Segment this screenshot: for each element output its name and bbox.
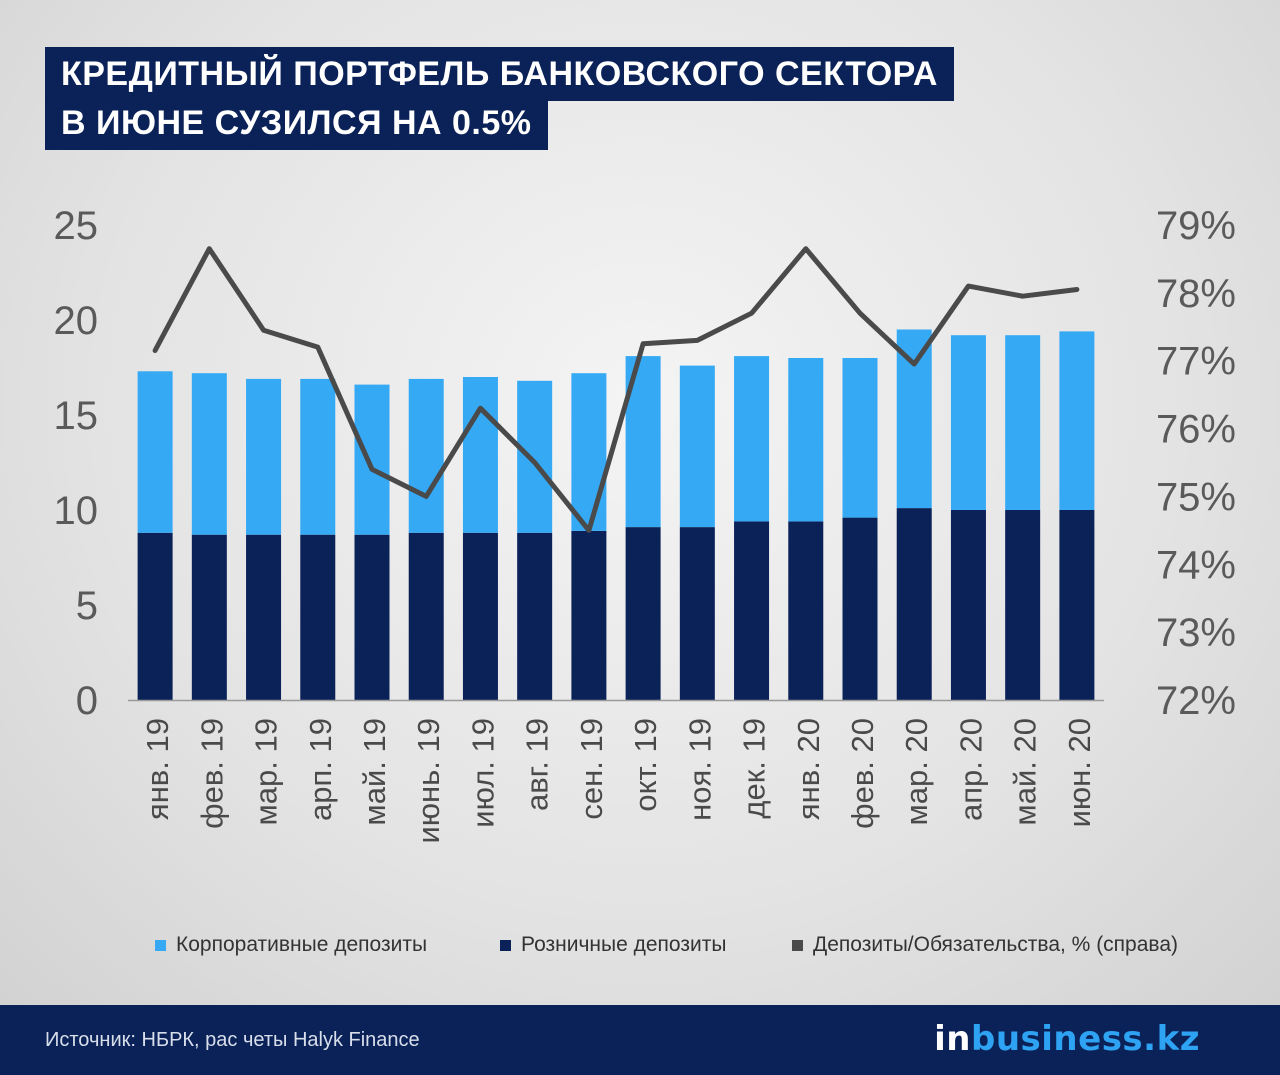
bar-corporate bbox=[300, 378, 336, 535]
chart: 0 5 10 15 20 25 72% 73% 74% 75% 76% 77% 78% 79% янв. 1… bbox=[54, 204, 1237, 844]
bar-retail bbox=[679, 527, 715, 700]
bar-retail bbox=[408, 532, 444, 700]
bar-corporate bbox=[354, 384, 390, 535]
legend-item-retail: Розничные депозиты bbox=[500, 933, 726, 957]
bar-corporate bbox=[246, 378, 282, 535]
bar-retail bbox=[950, 510, 986, 700]
x-tick-label: окт. 19 bbox=[628, 718, 663, 812]
legend-label-ratio: Депозиты/Обязательства, % (справа) bbox=[813, 933, 1179, 956]
bar-corporate bbox=[571, 373, 607, 531]
line-deposits-ratio bbox=[152, 246, 1080, 533]
legend-item-ratio: Депозиты/Обязательства, % (справа) bbox=[792, 933, 1178, 957]
y-left-tick-label: 0 bbox=[76, 679, 98, 723]
legend-label-retail: Розничные депозиты bbox=[521, 933, 727, 956]
x-tick-label: сен. 19 bbox=[574, 718, 609, 820]
bar-retail bbox=[896, 508, 932, 700]
y-right-tick-label: 74% bbox=[1156, 543, 1236, 587]
x-tick-label: дек. 19 bbox=[737, 718, 772, 819]
bar-retail bbox=[517, 532, 553, 700]
bar-corporate bbox=[517, 380, 553, 533]
y-left-tick-label: 25 bbox=[54, 204, 99, 248]
title-line-1: КРЕДИТНЫЙ ПОРТФЕЛЬ БАНКОВСКОГО СЕКТОРА bbox=[45, 47, 954, 101]
y-left-tick-label: 20 bbox=[54, 299, 99, 343]
x-tick-label: авг. 19 bbox=[520, 718, 555, 811]
legend: Корпоративные депозиты Розничные депозит… bbox=[0, 933, 1280, 963]
y-left-tick-label: 10 bbox=[54, 489, 99, 533]
bar-corporate bbox=[734, 356, 770, 522]
logo-in: in bbox=[934, 1019, 971, 1059]
bar-retail bbox=[571, 530, 607, 700]
legend-swatch-ratio bbox=[792, 939, 803, 951]
bar-retail bbox=[191, 534, 227, 700]
x-tick-label: янв. 19 bbox=[140, 718, 175, 820]
bar-corporate bbox=[137, 371, 173, 533]
legend-swatch-corporate bbox=[155, 939, 166, 951]
bar-corporate bbox=[191, 373, 227, 535]
bar-corporate bbox=[788, 358, 824, 522]
y-right-tick-label: 73% bbox=[1156, 611, 1236, 655]
x-tick-label: июл. 19 bbox=[465, 718, 500, 828]
logo[interactable]: inbusiness.kz bbox=[934, 1019, 1200, 1059]
x-tick-label: июнь. 19 bbox=[411, 718, 446, 844]
y-right-tick-label: 75% bbox=[1156, 475, 1236, 519]
bar-retail bbox=[246, 534, 282, 700]
x-tick-label: янв. 20 bbox=[791, 718, 826, 820]
bar-retail bbox=[1059, 510, 1095, 700]
x-tick-label: мар. 20 bbox=[899, 718, 934, 826]
footer: Источник: НБРК, рас четы Halyk Finance i… bbox=[0, 1005, 1280, 1075]
bar-corporate bbox=[679, 365, 715, 528]
x-tick-label: мар. 19 bbox=[249, 718, 284, 826]
title-line-2: В ИЮНЕ СУЗИЛСЯ НА 0.5% bbox=[45, 96, 548, 150]
source-text: Источник: НБРК, рас четы Halyk Finance bbox=[45, 1029, 420, 1051]
bar-corporate bbox=[842, 358, 878, 518]
x-tick-label: арп. 19 bbox=[303, 718, 338, 821]
bar-retail bbox=[1005, 510, 1041, 700]
x-tick-label: май. 19 bbox=[357, 718, 392, 826]
legend-item-corporate: Корпоративные депозиты bbox=[155, 933, 427, 957]
bar-corporate bbox=[462, 377, 498, 533]
bar-retail bbox=[354, 534, 390, 700]
y-left-tick-label: 15 bbox=[54, 394, 99, 438]
bar-corporate bbox=[950, 335, 986, 510]
bar-corporate bbox=[896, 329, 932, 509]
bar-corporate bbox=[1005, 335, 1041, 510]
x-tick-label: фев. 20 bbox=[845, 718, 880, 829]
y-right-tick-label: 76% bbox=[1156, 408, 1236, 452]
x-tick-label: июн. 20 bbox=[1062, 718, 1097, 827]
y-left-tick-label: 5 bbox=[76, 584, 98, 628]
y-right-tick-label: 72% bbox=[1156, 679, 1236, 723]
y-right-tick-label: 79% bbox=[1156, 204, 1236, 248]
bar-retail bbox=[734, 521, 770, 700]
x-tick-label: фев. 19 bbox=[194, 718, 229, 829]
legend-label-corporate: Корпоративные депозиты bbox=[176, 933, 428, 956]
x-tick-label: май. 20 bbox=[1008, 718, 1043, 826]
bar-retail bbox=[462, 532, 498, 700]
bar-retail bbox=[137, 532, 173, 700]
bar-corporate bbox=[408, 378, 444, 533]
x-tick-label: апр. 20 bbox=[953, 718, 988, 821]
y-right-tick-label: 78% bbox=[1156, 272, 1236, 316]
bar-retail bbox=[842, 517, 878, 700]
bar-retail bbox=[300, 534, 336, 700]
bar-retail bbox=[625, 527, 661, 700]
logo-rest: business.kz bbox=[971, 1019, 1200, 1059]
bar-retail bbox=[788, 521, 824, 700]
legend-swatch-retail bbox=[500, 939, 511, 951]
x-tick-label: ноя. 19 bbox=[682, 718, 717, 821]
bar-corporate bbox=[1059, 331, 1095, 510]
y-right-tick-label: 77% bbox=[1156, 340, 1236, 384]
